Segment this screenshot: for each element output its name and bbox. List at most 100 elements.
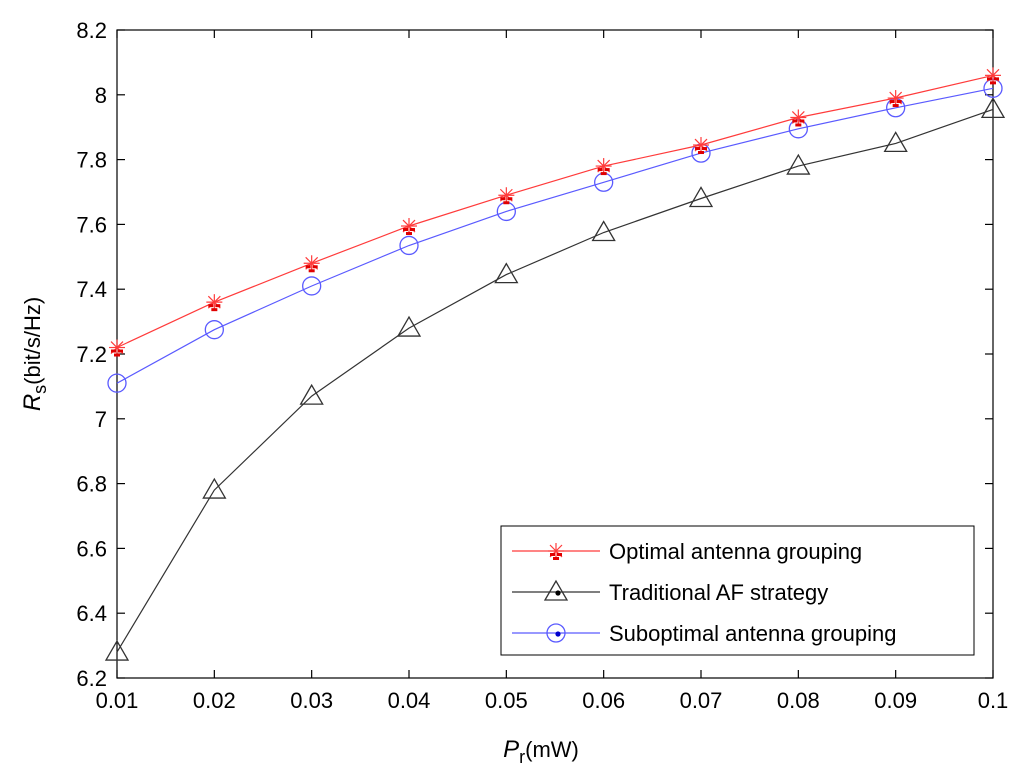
legend-marker-dot [555,631,561,637]
y-tick-labels: 6.2 6.4 6.6 6.8 7 7.2 7.4 7.6 7.8 8 8.2 [76,18,107,691]
y-tick-label: 6.6 [76,536,107,561]
star-dash [211,308,218,312]
star-dash [795,123,802,127]
data-point [202,477,227,499]
star-dash [698,151,704,155]
legend-label: Optimal antenna grouping [609,539,862,564]
legend: Optimal antenna grouping Traditional AF s… [500,525,975,656]
star-dash [600,172,607,176]
y-tick-label: 8 [95,83,107,108]
data-point [595,158,612,176]
y-tick-label: 6.2 [76,666,107,691]
star-dash [410,228,415,232]
data-point [396,315,422,337]
x-tick-label: 0.03 [290,688,333,713]
x-tick-label: 0.02 [193,688,236,713]
star-dash [896,100,902,104]
star-dash [308,269,315,273]
legend-label: Suboptimal antenna grouping [609,621,896,646]
x-tick-labels: 0.01 0.02 0.03 0.04 0.05 0.06 0.07 0.08 0.09 0.1 [96,688,1009,713]
star-dash [702,147,707,151]
x-tick-label: 0.07 [680,688,723,713]
data-point [401,218,417,236]
star-dash [312,265,318,269]
star-dash [500,197,506,201]
data-point [204,320,224,340]
data-point [786,153,811,175]
star-dash [604,168,610,172]
y-tick-label: 6.4 [76,601,107,626]
legend-marker [543,579,569,601]
data-point [693,137,709,155]
axis-ticks [116,29,994,679]
data-point [980,97,1006,119]
star-dash [889,100,895,104]
star-dash [994,77,999,81]
data-point [688,186,714,208]
y-tick-label: 7.8 [76,148,107,173]
y-tick-label: 8.2 [76,18,107,43]
x-tick-label: 0.06 [582,688,625,713]
y-tick-label: 7.2 [76,342,107,367]
star-dash [403,228,408,232]
star-dash [114,353,120,357]
data-point [790,109,807,127]
star-dash [597,168,603,172]
x-tick-label: 0.09 [874,688,917,713]
data-point [104,639,130,661]
data-point [887,90,904,108]
series-0 [109,67,1001,357]
legend-marker [546,623,566,643]
star-dash [695,147,700,151]
legend-marker-dot [555,590,561,596]
data-point [985,67,1001,85]
y-tick-label: 7.6 [76,212,107,237]
series-line [116,108,994,653]
star-dash [503,201,510,205]
x-tick-label: 0.01 [96,688,139,713]
series-line [116,87,994,384]
x-tick-label: 0.08 [777,688,820,713]
star-dash [990,81,996,85]
data-point [206,294,223,312]
y-tick-label: 7 [95,407,107,432]
data-point [303,255,320,273]
data-point [883,131,908,153]
data-point [107,373,127,393]
star-dash [208,304,214,308]
legend-entry: Optimal antenna grouping [512,539,862,564]
data-point [302,276,322,296]
data-point [494,262,519,284]
y-tick-label: 6.8 [76,472,107,497]
legend-marker [548,543,564,560]
legend-label: Traditional AF strategy [609,580,828,605]
star-dash [111,349,116,353]
data-point [591,220,616,242]
star-dash [215,304,221,308]
y-axis-title: Rs(bit/s/Hz) [19,297,50,411]
star-dash [118,349,123,353]
data-point [498,187,515,205]
legend-entry: Suboptimal antenna grouping [512,621,896,646]
x-tick-label: 0.1 [978,688,1009,713]
x-axis-title: Pr(mW) [503,736,579,767]
data-point [299,383,324,405]
data-point [399,235,419,256]
series-layer [104,67,1006,661]
star-dash [406,232,412,236]
x-tick-label: 0.04 [388,688,431,713]
star-dash [507,197,513,201]
star-dash [792,119,798,123]
star-dash [892,104,899,108]
legend-entry: Traditional AF strategy [512,579,828,605]
star-dash [550,553,555,556]
star-dash [305,265,311,269]
series-line [116,74,994,349]
star-dash [553,557,559,560]
data-point [109,339,125,357]
x-tick-label: 0.05 [485,688,528,713]
legend-entries: Optimal antenna grouping Traditional AF s… [512,539,896,646]
star-dash [987,77,992,81]
